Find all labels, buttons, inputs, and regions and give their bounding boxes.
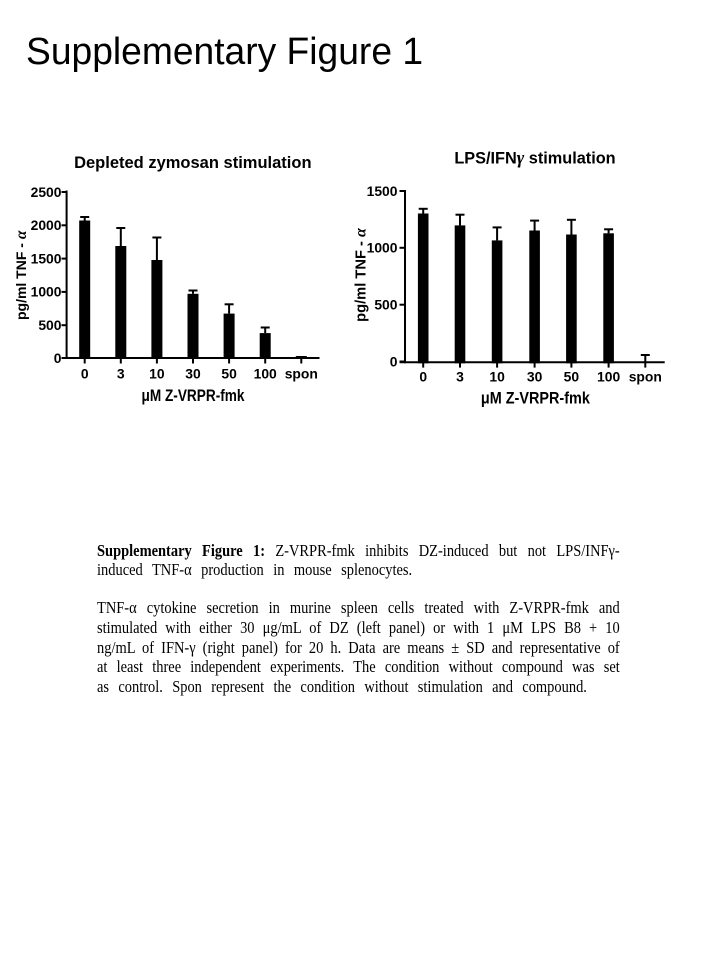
svg-text:LPS/IFNγ stimulation: LPS/IFNγ stimulation: [454, 147, 615, 167]
svg-text:500: 500: [374, 297, 397, 313]
svg-text:1000: 1000: [367, 240, 398, 256]
svg-text:spon: spon: [285, 365, 318, 381]
svg-text:500: 500: [38, 317, 61, 333]
svg-text:30: 30: [185, 365, 201, 381]
svg-text:0: 0: [419, 369, 427, 385]
svg-text:100: 100: [254, 365, 277, 381]
svg-text:2500: 2500: [31, 184, 62, 200]
svg-text:pg/ml TNF - α: pg/ml TNF - α: [353, 227, 370, 322]
svg-text:30: 30: [527, 369, 543, 385]
svg-text:μM Z-VRPR-fmk: μM Z-VRPR-fmk: [142, 387, 246, 405]
svg-text:pg/ml TNF - α: pg/ml TNF - α: [13, 230, 30, 320]
svg-text:spon: spon: [629, 369, 662, 385]
svg-text:0: 0: [54, 350, 62, 366]
svg-text:50: 50: [564, 369, 580, 385]
svg-text:μM Z-VRPR-fmk: μM Z-VRPR-fmk: [481, 389, 591, 407]
svg-text:3: 3: [456, 369, 464, 385]
svg-text:Depleted zymosan stimulation: Depleted zymosan stimulation: [74, 154, 311, 172]
svg-text:0: 0: [81, 365, 89, 381]
svg-text:10: 10: [489, 369, 505, 385]
svg-text:0: 0: [390, 353, 398, 369]
svg-text:1500: 1500: [31, 250, 62, 266]
svg-text:10: 10: [149, 365, 165, 381]
svg-text:50: 50: [221, 365, 237, 381]
svg-text:1500: 1500: [367, 183, 398, 199]
svg-text:2000: 2000: [31, 217, 62, 233]
svg-text:3: 3: [117, 365, 125, 381]
svg-text:1000: 1000: [31, 284, 62, 300]
svg-text:100: 100: [597, 369, 620, 385]
